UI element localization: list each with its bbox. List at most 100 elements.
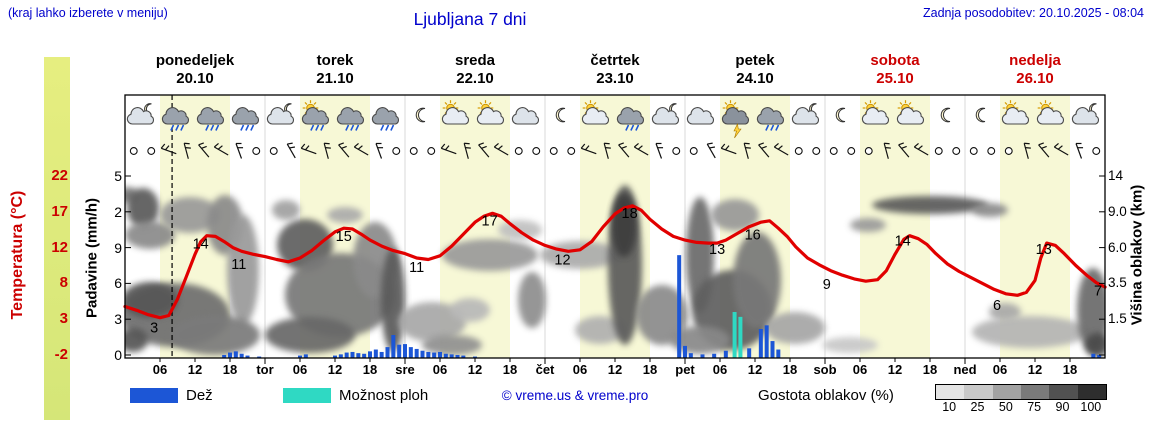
- time-tick-18: 18: [922, 362, 938, 377]
- weather-icon-sc: [441, 100, 470, 125]
- cloud-tick-14: 14: [1108, 168, 1124, 183]
- day-name-sobota: sobota: [870, 52, 920, 69]
- weather-icons-row: [126, 100, 1100, 139]
- svg-text:11: 11: [409, 260, 424, 276]
- precip-tick-9: 9: [114, 239, 122, 256]
- menu-hint-note: (kraj lahko izberete v meniju): [8, 6, 168, 20]
- weather-icon-cr: [756, 107, 785, 131]
- time-tick-12: 12: [187, 362, 203, 377]
- svg-text:18: 18: [622, 206, 638, 222]
- time-tick-ned: ned: [953, 362, 977, 377]
- temperature-axis-label: Temperatura (°C): [9, 190, 26, 320]
- time-tick-18: 18: [642, 362, 658, 377]
- temp-tick-12: 12: [51, 238, 68, 256]
- weather-icon-scl: [721, 100, 750, 139]
- weather-icon-cr: [231, 107, 260, 131]
- weather-icon-c: [686, 107, 715, 125]
- cloud-tick-3.5: 3.5: [1108, 275, 1127, 291]
- weather-icon-m: [835, 107, 846, 123]
- cloud-tick-1.5: 1.5: [1108, 311, 1127, 327]
- wind-barbs-row: [129, 142, 1101, 159]
- weather-icon-m: [975, 107, 986, 123]
- time-tick-06: 06: [292, 362, 308, 377]
- temp-tick--2: -2: [54, 346, 68, 363]
- cloud-height-axis-label: Višina oblakov (km): [1128, 184, 1146, 326]
- weather-icon-m: [940, 107, 951, 123]
- page-title: Ljubljana 7 dni: [413, 9, 527, 29]
- svg-text:9: 9: [823, 277, 831, 293]
- svg-text:17: 17: [482, 213, 498, 229]
- cloud-density-legend-label: Gostota oblakov (%): [758, 387, 894, 404]
- time-tick-06: 06: [992, 362, 1008, 377]
- time-tick-čet: čet: [535, 362, 555, 377]
- precip-tick-6: 6: [114, 275, 122, 292]
- time-tick-12: 12: [1027, 362, 1043, 377]
- time-tick-12: 12: [747, 362, 763, 377]
- cloud-density-scale: [935, 384, 1107, 400]
- svg-text:13: 13: [1036, 242, 1052, 258]
- svg-text:15: 15: [336, 229, 352, 245]
- weather-icon-m: [555, 107, 566, 123]
- density-tick-10: 10: [942, 400, 957, 414]
- svg-text:13: 13: [709, 242, 725, 258]
- axis-ticks: [125, 175, 1105, 364]
- density-segment-50: [992, 385, 1021, 399]
- day-name-ponedeljek: ponedeljek: [155, 52, 235, 69]
- precipitation-axis-label: Padavine (mm/h): [83, 197, 101, 319]
- weather-icon-sc: [581, 100, 610, 125]
- weather-icon-scr: [301, 100, 330, 131]
- temp-tick-17: 17: [51, 202, 68, 220]
- plot-frame: [124, 94, 1106, 359]
- day-name-petek: petek: [735, 52, 775, 69]
- time-tick-tor: tor: [256, 362, 274, 377]
- time-tick-18: 18: [1062, 362, 1078, 377]
- time-tick-06: 06: [572, 362, 588, 377]
- temperature-point-labels: 3 14 11 15 11 17 12 18 13 16 9 14 6 13 7: [150, 206, 1102, 337]
- day-date-25.10: 25.10: [876, 70, 914, 87]
- time-tick-sre: sre: [395, 362, 415, 377]
- weather-icon-mc: [126, 103, 155, 125]
- day-date-24.10: 24.10: [736, 70, 774, 87]
- temperature-color-strip: [44, 57, 70, 420]
- day-date-22.10: 22.10: [456, 70, 494, 87]
- temp-tick-22: 22: [51, 167, 68, 184]
- weather-icon-sc: [476, 100, 505, 125]
- weather-icon-c: [511, 107, 540, 125]
- day-date-21.10: 21.10: [316, 70, 354, 87]
- density-segment-75: [1020, 385, 1050, 399]
- svg-text:11: 11: [231, 257, 246, 273]
- time-tick-06: 06: [712, 362, 728, 377]
- svg-text:3: 3: [150, 321, 158, 337]
- day-date-26.10: 26.10: [1016, 70, 1054, 87]
- density-segment-100: [1077, 385, 1106, 399]
- weather-icon-cr: [196, 107, 225, 131]
- copyright-link[interactable]: © vreme.us & vreme.pro: [501, 388, 649, 403]
- weather-icon-mc: [791, 103, 820, 125]
- svg-text:14: 14: [193, 237, 209, 253]
- weather-icon-mc: [651, 103, 680, 125]
- svg-text:7: 7: [1094, 283, 1102, 299]
- weather-icon-sc: [1001, 100, 1030, 125]
- time-tick-06: 06: [432, 362, 448, 377]
- time-tick-18: 18: [222, 362, 238, 377]
- day-date-20.10: 20.10: [176, 70, 214, 87]
- weather-icon-m: [415, 107, 426, 123]
- svg-text:16: 16: [745, 227, 761, 243]
- weather-icon-sc: [1036, 100, 1065, 125]
- precip-tick-2: 2: [114, 203, 122, 220]
- temp-tick-3: 3: [59, 310, 68, 328]
- time-tick-06: 06: [852, 362, 868, 377]
- weather-icon-cr: [336, 107, 365, 131]
- day-date-23.10: 23.10: [596, 70, 634, 87]
- temperature-curve: [123, 204, 1107, 320]
- time-tick-12: 12: [467, 362, 483, 377]
- rain-legend-swatch: [130, 388, 178, 403]
- weather-icon-sc: [861, 100, 890, 125]
- cloud-cover-layer: [125, 185, 1105, 357]
- rain-bars-layer: [222, 255, 1102, 358]
- svg-text:12: 12: [554, 253, 570, 269]
- day-name-sreda: sreda: [454, 52, 496, 69]
- time-tick-12: 12: [887, 362, 903, 377]
- last-update-note: Zadnja posodobitev: 20.10.2025 - 08:04: [922, 6, 1144, 20]
